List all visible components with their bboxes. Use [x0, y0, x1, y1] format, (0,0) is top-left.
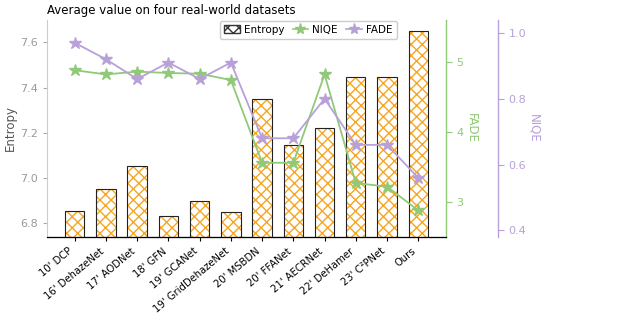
Bar: [408, 32, 428, 319]
Bar: [159, 216, 178, 319]
Bar: [252, 99, 272, 319]
Bar: [315, 129, 334, 319]
Legend: Entropy, NIQE, FADE: Entropy, NIQE, FADE: [220, 21, 397, 39]
Text: Average value on four real-world datasets: Average value on four real-world dataset…: [47, 4, 296, 17]
Y-axis label: FADE: FADE: [465, 113, 477, 144]
Bar: [221, 212, 241, 319]
Bar: [221, 212, 241, 319]
Bar: [190, 201, 209, 319]
Bar: [284, 145, 303, 319]
Bar: [159, 216, 178, 319]
Y-axis label: NIQE: NIQE: [527, 114, 540, 143]
Bar: [284, 145, 303, 319]
Bar: [252, 99, 272, 319]
Bar: [315, 129, 334, 319]
Bar: [346, 77, 365, 319]
Bar: [96, 189, 116, 319]
Bar: [190, 201, 209, 319]
Bar: [378, 77, 397, 319]
Bar: [408, 32, 428, 319]
Bar: [127, 166, 147, 319]
Bar: [65, 211, 84, 319]
Y-axis label: Entropy: Entropy: [4, 105, 17, 152]
Bar: [96, 189, 116, 319]
Bar: [346, 77, 365, 319]
Bar: [378, 77, 397, 319]
Bar: [127, 166, 147, 319]
Bar: [65, 211, 84, 319]
